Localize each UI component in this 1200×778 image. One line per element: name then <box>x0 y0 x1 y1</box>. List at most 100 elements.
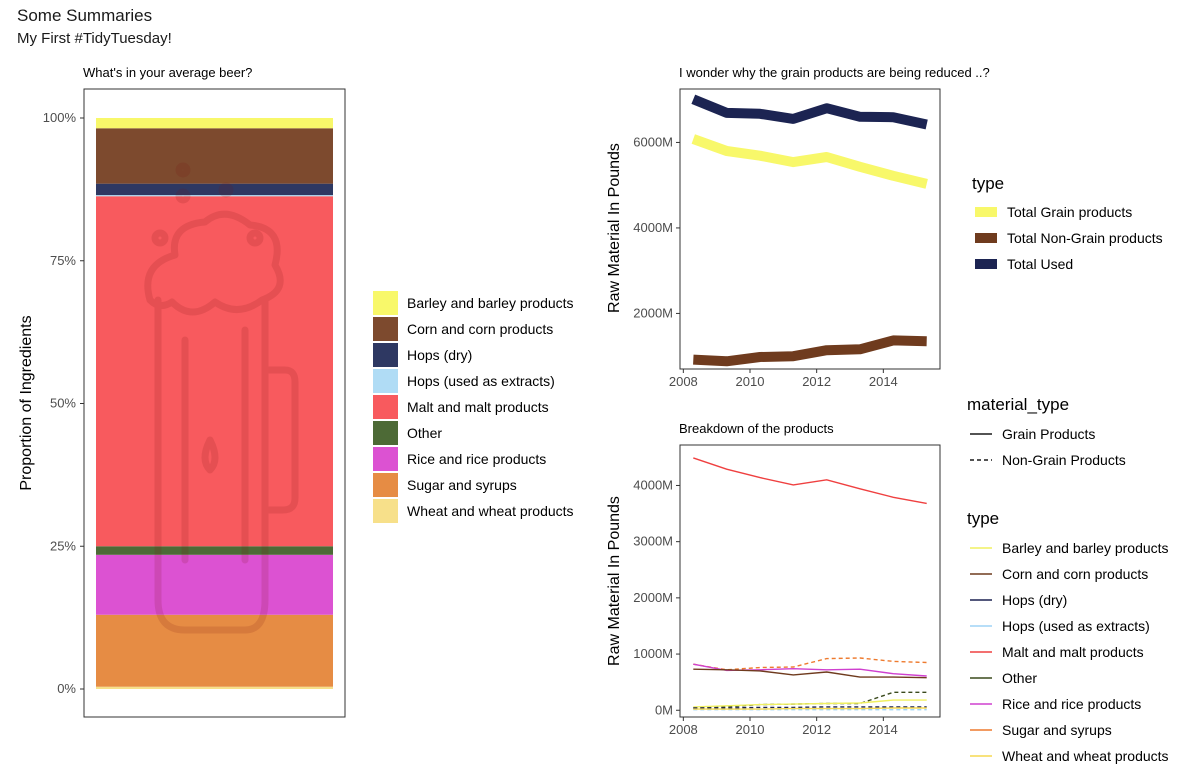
legend-label: Rice and rice products <box>407 451 546 467</box>
series-line-total-non-grain-products <box>693 335 927 367</box>
x-tick-label: 2010 <box>736 722 765 737</box>
legend-label: Wheat and wheat products <box>407 503 574 519</box>
legend-swatch-wheat-and-wheat-products <box>373 499 398 523</box>
breakdown-chart: Breakdown of the products 2008 2010 2012 20… <box>606 395 1169 764</box>
legend-label: Other <box>407 425 442 441</box>
ingredients-y-axis: 0% 25% 50% 75% 100% <box>43 110 84 696</box>
legend-swatch-barley-and-barley-products <box>373 291 398 315</box>
legend-swatch-malt-and-malt-products <box>373 395 398 419</box>
y-tick-label: 2000M <box>633 590 673 605</box>
legend-label: Other <box>1002 670 1037 686</box>
bar-segment-wheat-and-wheat-products <box>96 686 333 689</box>
totals-lines <box>691 94 928 367</box>
breakdown-y-label: Raw Material In Pounds <box>606 496 623 666</box>
material-type-legend-title: material_type <box>967 395 1069 414</box>
ingredients-stacked-bar <box>96 118 333 689</box>
series-line-total-grain-products <box>691 134 928 189</box>
legend-swatch-rice-and-rice-products <box>373 447 398 471</box>
beer-mug-icon <box>144 162 299 634</box>
breakdown-type-legend-title: type <box>967 509 999 528</box>
totals-chart-title: I wonder why the grain products are bein… <box>679 65 990 80</box>
breakdown-type-legend: type Barley and barley products Corn and … <box>967 509 1169 764</box>
totals-y-label: Raw Material In Pounds <box>606 143 623 313</box>
legend-label: Hops (dry) <box>1002 592 1067 608</box>
page-title: Some Summaries <box>17 6 153 25</box>
legend-label: Wheat and wheat products <box>1002 748 1169 764</box>
x-tick-label: 2008 <box>669 374 698 389</box>
legend-label: Total Used <box>1007 256 1073 272</box>
ingredients-y-label: Proportion of Ingredients <box>18 315 35 490</box>
x-tick-label: 2014 <box>869 374 898 389</box>
y-tick-label: 1000M <box>633 646 673 661</box>
breakdown-panel-border <box>679 444 941 718</box>
y-tick-label: 6000M <box>633 134 673 149</box>
totals-axes: 2008 2010 2012 2014 2000M 4000M 6000M <box>633 134 898 389</box>
material-type-legend: material_type Grain Products Non-Grain Pr… <box>967 395 1126 468</box>
bar-segment-malt-and-malt-products <box>96 196 333 547</box>
x-tick-label: 2008 <box>669 722 698 737</box>
series-line-corn-and-corn-products <box>693 668 927 679</box>
x-tick-label: 2010 <box>736 374 765 389</box>
totals-legend-title: type <box>972 174 1004 193</box>
legend-label: Total Non-Grain products <box>1007 230 1163 246</box>
ingredients-chart: What's in your average beer? 0% 25% 50% 75%… <box>18 65 574 718</box>
legend-label: Total Grain products <box>1007 204 1132 220</box>
breakdown-axes: 2008 2010 2012 2014 0M 1000M 2000M 3000M 4000M <box>633 477 898 737</box>
legend-label: Sugar and syrups <box>407 477 517 493</box>
totals-panel-border <box>679 88 941 370</box>
series-line-total-used <box>691 94 928 130</box>
bar-segment-other <box>96 546 333 555</box>
x-tick-label: 2014 <box>869 722 898 737</box>
series-line-other <box>693 691 927 709</box>
totals-chart: I wonder why the grain products are bein… <box>606 65 1163 389</box>
legend-label: Malt and malt products <box>1002 644 1144 660</box>
y-tick-label: 25% <box>50 538 76 553</box>
legend-label: Barley and barley products <box>407 295 574 311</box>
y-tick-label: 0% <box>57 681 76 696</box>
series-line-hops-dry <box>693 706 927 709</box>
series-line-malt-and-malt-products <box>693 457 927 505</box>
y-tick-label: 0M <box>655 702 673 717</box>
y-tick-label: 75% <box>50 253 76 268</box>
series-line-wheat-and-wheat-products <box>693 707 927 710</box>
y-tick-label: 4000M <box>633 220 673 235</box>
y-tick-label: 2000M <box>633 305 673 320</box>
bar-segment-barley-and-barley-products <box>96 118 333 129</box>
legend-label: Corn and corn products <box>1002 566 1148 582</box>
legend-label: Hops (used as extracts) <box>1002 618 1150 634</box>
y-tick-label: 100% <box>43 110 77 125</box>
y-tick-label: 3000M <box>633 534 673 549</box>
x-tick-label: 2012 <box>802 722 831 737</box>
breakdown-chart-title: Breakdown of the products <box>679 421 834 436</box>
legend-label: Hops (used as extracts) <box>407 373 555 389</box>
series-line-sugar-and-syrups <box>693 657 927 671</box>
y-tick-label: 50% <box>50 396 76 411</box>
page-subtitle: My First #TidyTuesday! <box>17 30 172 47</box>
legend-label: Malt and malt products <box>407 399 549 415</box>
bar-segment-corn-and-corn-products <box>96 128 333 184</box>
bar-segment-hops-used-as-extracts <box>96 195 333 197</box>
bar-segment-sugar-and-syrups <box>96 614 333 687</box>
legend-label: Non-Grain Products <box>1002 452 1126 468</box>
x-tick-label: 2012 <box>802 374 831 389</box>
legend-label: Sugar and syrups <box>1002 722 1112 738</box>
series-line-barley-and-barley-products <box>693 699 927 708</box>
legend-label: Grain Products <box>1002 426 1095 442</box>
legend-swatch-hops-dry <box>373 343 398 367</box>
bar-segment-hops-dry <box>96 183 333 196</box>
legend-label: Hops (dry) <box>407 347 472 363</box>
bar-segment-rice-and-rice-products <box>96 554 333 615</box>
legend-label: Rice and rice products <box>1002 696 1141 712</box>
legend-swatch-corn-and-corn-products <box>373 317 398 341</box>
ingredients-legend: Barley and barley products Corn and corn … <box>373 291 574 523</box>
y-tick-label: 4000M <box>633 477 673 492</box>
breakdown-lines <box>693 457 927 711</box>
legend-swatch-sugar-and-syrups <box>373 473 398 497</box>
totals-legend: type Total Grain products Total Non-Grain… <box>972 174 1163 272</box>
ingredients-chart-title: What's in your average beer? <box>83 65 252 80</box>
legend-label: Barley and barley products <box>1002 540 1169 556</box>
legend-label: Corn and corn products <box>407 321 553 337</box>
legend-swatch-hops-used-as-extracts <box>373 369 398 393</box>
legend-swatch-other <box>373 421 398 445</box>
